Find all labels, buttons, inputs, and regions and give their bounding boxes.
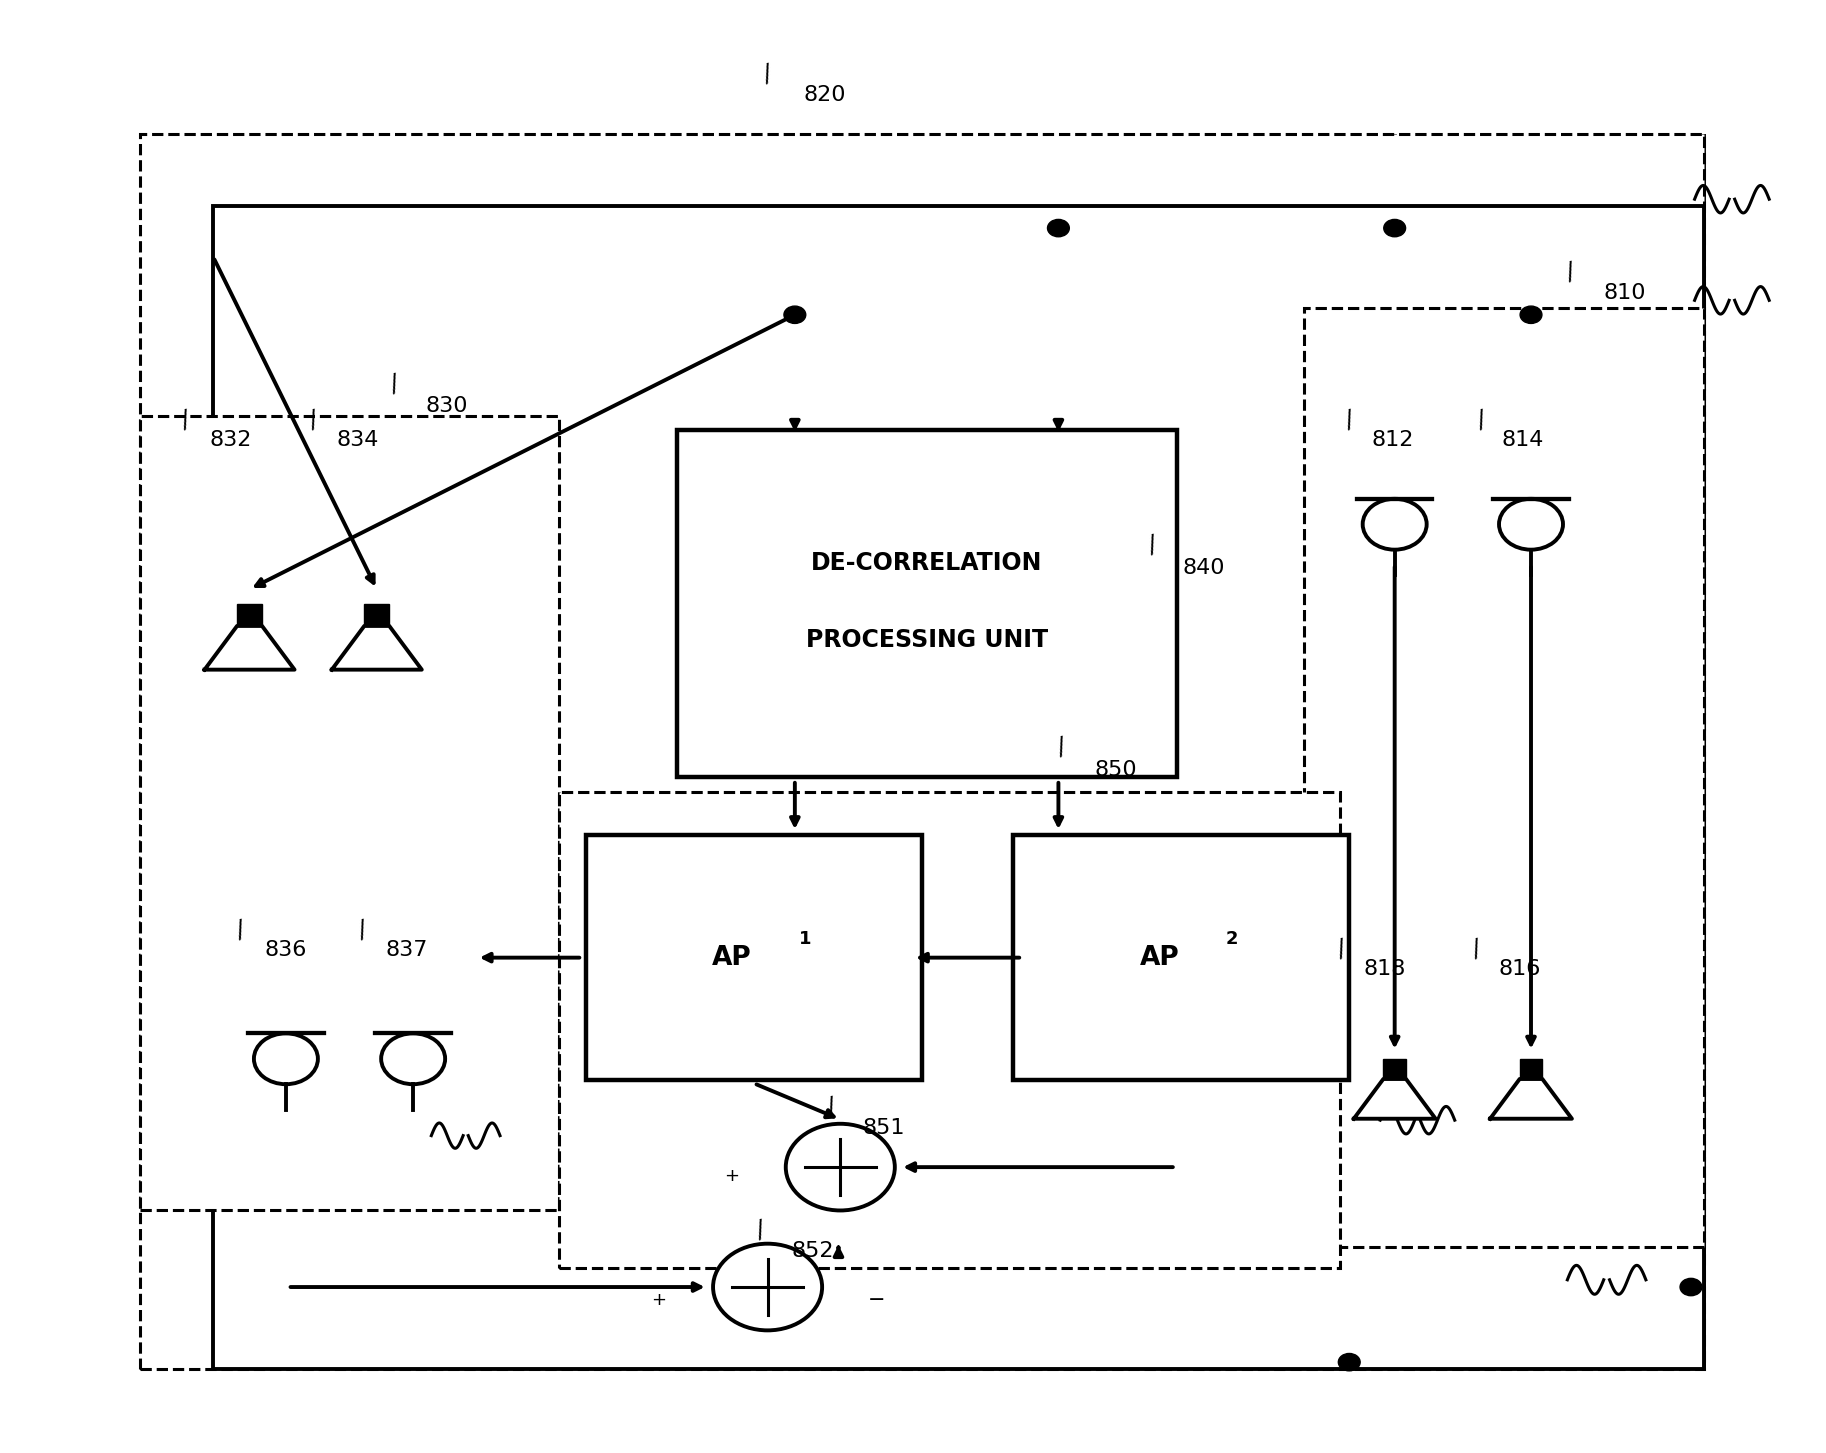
Text: AP: AP xyxy=(712,944,752,971)
Circle shape xyxy=(382,1033,446,1084)
Text: 830: 830 xyxy=(425,395,467,416)
Polygon shape xyxy=(365,603,389,626)
Polygon shape xyxy=(332,626,422,670)
Text: 812: 812 xyxy=(1371,430,1413,450)
FancyBboxPatch shape xyxy=(141,416,559,1210)
Text: −: − xyxy=(867,1290,886,1311)
Text: /: / xyxy=(1145,532,1160,556)
Text: /: / xyxy=(1470,936,1485,962)
Polygon shape xyxy=(237,603,263,626)
FancyBboxPatch shape xyxy=(214,206,1704,1369)
Text: 834: 834 xyxy=(336,430,380,450)
Polygon shape xyxy=(1353,1080,1435,1119)
FancyBboxPatch shape xyxy=(586,835,922,1081)
Polygon shape xyxy=(205,626,294,670)
Text: /: / xyxy=(752,1216,767,1242)
Text: 852: 852 xyxy=(791,1241,834,1261)
Circle shape xyxy=(1362,498,1426,549)
Text: /: / xyxy=(307,407,320,433)
Circle shape xyxy=(785,1123,895,1210)
Text: /: / xyxy=(234,917,248,943)
FancyBboxPatch shape xyxy=(677,430,1176,777)
Circle shape xyxy=(783,307,805,324)
Circle shape xyxy=(254,1033,318,1084)
Text: /: / xyxy=(1563,259,1578,285)
Circle shape xyxy=(1338,1354,1360,1370)
FancyBboxPatch shape xyxy=(141,134,1704,1369)
Circle shape xyxy=(1048,219,1070,237)
Text: /: / xyxy=(354,917,369,943)
Text: PROCESSING UNIT: PROCESSING UNIT xyxy=(805,628,1048,652)
Polygon shape xyxy=(1490,1080,1572,1119)
Text: +: + xyxy=(723,1167,740,1184)
Text: +: + xyxy=(652,1292,666,1309)
Text: /: / xyxy=(1475,407,1488,433)
Text: 840: 840 xyxy=(1181,558,1225,578)
Polygon shape xyxy=(1384,1059,1406,1080)
Text: 1: 1 xyxy=(798,930,811,947)
FancyBboxPatch shape xyxy=(559,792,1340,1268)
Circle shape xyxy=(714,1244,822,1331)
Text: 814: 814 xyxy=(1503,430,1545,450)
Text: 851: 851 xyxy=(862,1119,904,1138)
Text: 832: 832 xyxy=(210,430,252,450)
Text: 810: 810 xyxy=(1603,283,1647,304)
Circle shape xyxy=(1680,1279,1702,1296)
Text: /: / xyxy=(1055,734,1070,760)
Text: /: / xyxy=(1342,407,1357,433)
Polygon shape xyxy=(1519,1059,1543,1080)
Text: /: / xyxy=(179,407,194,433)
Text: 2: 2 xyxy=(1225,930,1238,947)
Text: /: / xyxy=(1335,936,1349,962)
Text: 836: 836 xyxy=(265,940,307,960)
Text: 850: 850 xyxy=(1096,760,1138,780)
Text: /: / xyxy=(760,61,774,86)
Text: /: / xyxy=(387,372,402,397)
FancyBboxPatch shape xyxy=(1304,308,1704,1247)
Text: 837: 837 xyxy=(385,940,429,960)
Text: 818: 818 xyxy=(1364,959,1406,979)
Circle shape xyxy=(1519,307,1541,324)
Text: AP: AP xyxy=(1139,944,1180,971)
Text: /: / xyxy=(824,1094,838,1119)
Circle shape xyxy=(1499,498,1563,549)
Text: 820: 820 xyxy=(803,86,847,105)
Text: 816: 816 xyxy=(1499,959,1541,979)
FancyBboxPatch shape xyxy=(1013,835,1349,1081)
Text: DE-CORRELATION: DE-CORRELATION xyxy=(811,551,1043,575)
Circle shape xyxy=(1384,219,1406,237)
